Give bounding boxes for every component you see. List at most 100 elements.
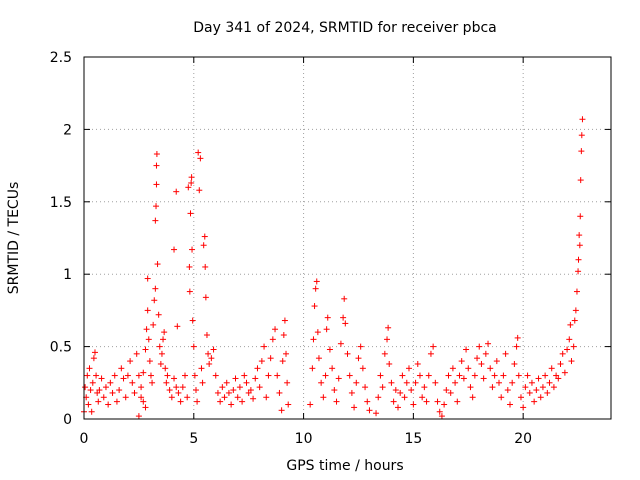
data-point — [168, 394, 175, 401]
data-point — [500, 372, 507, 379]
data-point — [131, 389, 138, 396]
data-point — [261, 343, 268, 350]
data-point — [333, 398, 340, 405]
data-point — [225, 389, 232, 396]
data-point — [263, 394, 270, 401]
data-point — [192, 387, 199, 394]
data-point — [208, 355, 215, 362]
data-point — [278, 407, 285, 414]
data-point — [324, 314, 331, 321]
data-point — [250, 395, 257, 402]
data-point — [544, 389, 551, 396]
data-point — [315, 355, 322, 362]
data-point — [223, 379, 230, 386]
data-point — [158, 350, 165, 357]
data-point — [234, 394, 241, 401]
data-point — [575, 268, 582, 275]
data-point — [460, 375, 467, 382]
data-point — [190, 343, 197, 350]
data-point — [206, 360, 213, 367]
data-point — [88, 408, 95, 415]
data-point — [102, 384, 109, 391]
data-point — [443, 387, 450, 394]
data-point — [162, 365, 169, 372]
data-point — [283, 350, 290, 357]
data-point — [163, 379, 170, 386]
data-point — [256, 384, 263, 391]
data-point — [280, 332, 287, 339]
data-point — [456, 372, 463, 379]
data-point — [452, 379, 459, 386]
data-point — [344, 350, 351, 357]
data-point — [434, 398, 441, 405]
data-point — [463, 346, 470, 353]
data-point — [155, 311, 162, 318]
data-point — [414, 360, 421, 367]
data-point — [312, 285, 319, 292]
data-point — [561, 369, 568, 376]
axis-ticks — [83, 56, 611, 420]
data-point — [184, 394, 191, 401]
data-point — [173, 188, 180, 195]
data-point — [423, 398, 430, 405]
data-point — [174, 323, 181, 330]
data-point — [309, 365, 316, 372]
data-point — [142, 346, 149, 353]
data-point — [364, 398, 371, 405]
data-point — [432, 379, 439, 386]
data-point — [272, 326, 279, 333]
data-point — [395, 404, 402, 411]
data-point — [284, 379, 291, 386]
data-point — [95, 398, 102, 405]
data-point — [228, 401, 235, 408]
data-point — [129, 379, 136, 386]
data-point — [385, 324, 392, 331]
data-point — [375, 394, 382, 401]
data-point — [188, 174, 195, 181]
data-point — [427, 350, 434, 357]
data-point — [474, 355, 481, 362]
data-point — [161, 329, 168, 336]
data-point — [135, 413, 142, 420]
data-point — [217, 398, 224, 405]
data-point — [555, 375, 562, 382]
data-point — [140, 369, 147, 376]
x-tick-label: 0 — [80, 431, 89, 447]
data-point — [145, 336, 152, 343]
data-point — [557, 360, 564, 367]
data-point — [89, 379, 96, 386]
data-point — [392, 387, 399, 394]
data-point — [202, 263, 209, 270]
data-point — [487, 365, 494, 372]
data-point — [177, 398, 184, 405]
data-point — [366, 407, 373, 414]
data-point — [179, 384, 186, 391]
grid-lines — [84, 57, 611, 419]
data-point — [436, 408, 443, 415]
data-point — [454, 398, 461, 405]
data-point — [154, 261, 161, 268]
data-point — [573, 288, 580, 295]
data-point — [219, 384, 226, 391]
data-point — [520, 404, 527, 411]
data-point — [171, 375, 178, 382]
data-point — [373, 410, 380, 417]
data-point — [96, 387, 103, 394]
data-point — [247, 387, 254, 394]
data-point — [405, 365, 412, 372]
plot-frame — [83, 56, 612, 420]
x-tick-label: 15 — [404, 431, 422, 447]
data-point — [157, 360, 164, 367]
data-point — [323, 326, 330, 333]
data-point — [359, 365, 366, 372]
data-point — [438, 413, 445, 420]
data-point — [533, 387, 540, 394]
data-point — [576, 232, 583, 239]
data-point — [578, 132, 585, 139]
data-point — [575, 256, 582, 263]
x-tick-label: 20 — [514, 431, 532, 447]
data-point — [399, 372, 406, 379]
data-point — [142, 404, 149, 411]
data-point — [445, 372, 452, 379]
